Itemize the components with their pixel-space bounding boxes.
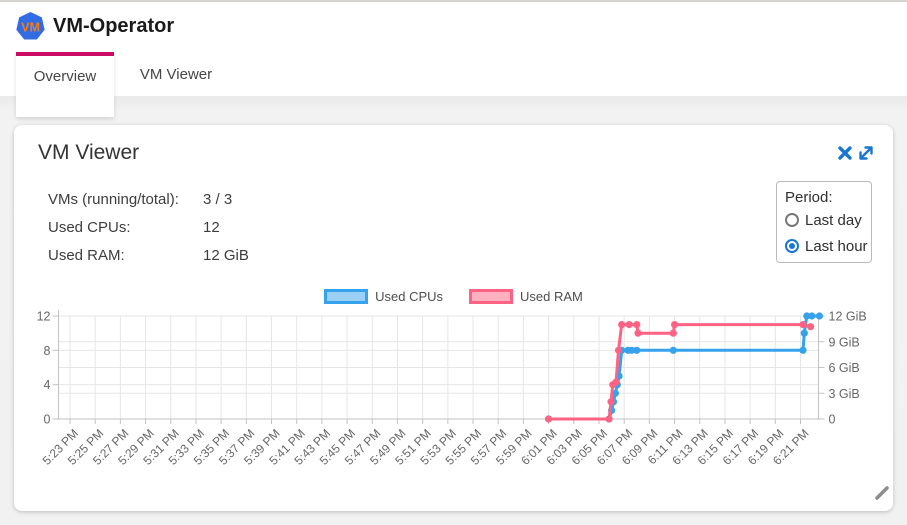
legend-swatch (469, 289, 514, 304)
tab-vm-viewer[interactable]: VM Viewer (114, 52, 238, 96)
card-title: VM Viewer (38, 141, 140, 164)
stat-value: 12 GiB (203, 247, 249, 264)
radio-last-day-label: Last day (805, 211, 862, 229)
app-logo-icon: VM (16, 11, 45, 40)
tab-vm-viewer-label: VM Viewer (139, 65, 213, 83)
legend-label: Used CPUs (375, 289, 444, 304)
vm-viewer-card: VM Viewer VMs (running/total): 3 / 3 Use… (14, 125, 893, 511)
radio-last-hour[interactable]: Last hour (785, 234, 871, 258)
window-top-border (0, 0, 907, 2)
legend-swatch (324, 289, 369, 304)
expand-icon (859, 146, 873, 160)
close-icon (838, 146, 852, 160)
tab-bar: Overview VM Viewer (0, 52, 907, 117)
legend-item-used-ram[interactable]: Used RAM (469, 289, 583, 304)
stat-label: Used CPUs: (48, 219, 131, 236)
tab-overview[interactable]: Overview (16, 52, 114, 117)
legend-label: Used RAM (520, 289, 583, 304)
radio-last-hour-label: Last hour (805, 237, 868, 255)
radio-last-day[interactable]: Last day (785, 208, 871, 232)
period-label: Period: (785, 189, 833, 206)
app-title: VM-Operator (53, 15, 175, 37)
legend-item-used-cpus[interactable]: Used CPUs (324, 289, 443, 304)
stat-label: Used RAM: (48, 247, 125, 264)
close-button[interactable] (836, 144, 854, 162)
expand-button[interactable] (857, 144, 875, 162)
stat-row: Used CPUs: 12 (48, 219, 468, 241)
app-header: VM VM-Operator (0, 2, 907, 52)
card-resize-handle[interactable] (872, 483, 892, 503)
stat-value: 3 / 3 (203, 191, 233, 208)
tab-overview-label: Overview (33, 67, 97, 85)
app-logo-text: VM (21, 20, 40, 34)
page-content: VM Viewer VMs (running/total): 3 / 3 Use… (0, 96, 907, 525)
stat-label: VMs (running/total): (48, 191, 179, 208)
stat-row: VMs (running/total): 3 / 3 (48, 191, 468, 213)
period-panel: Period: Last day Last hour (776, 181, 872, 263)
radio-icon (785, 239, 799, 253)
chart-legend: Used CPUs Used RAM (14, 289, 893, 304)
stat-row: Used RAM: 12 GiB (48, 247, 468, 269)
stat-value: 12 (203, 219, 220, 236)
radio-icon (785, 213, 799, 227)
